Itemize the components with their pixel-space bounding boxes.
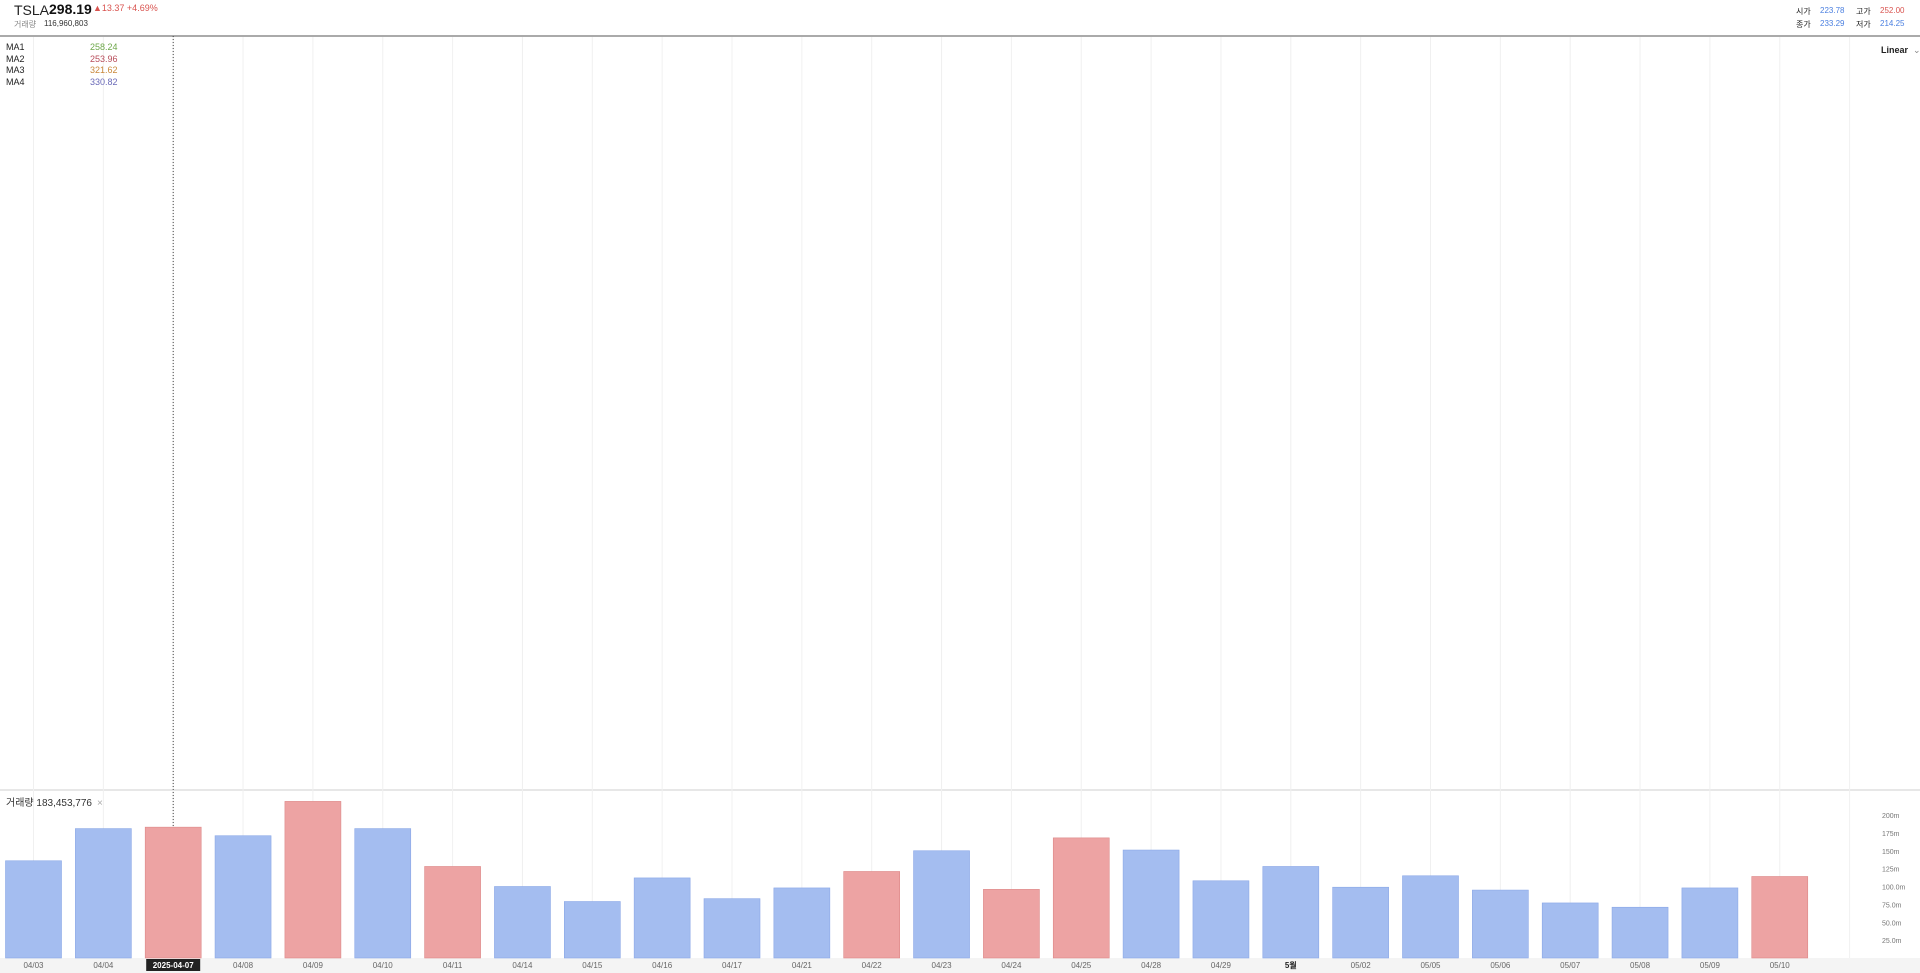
chevron-down-icon: ⌄ [1913,45,1920,55]
high-label: 고가 [1856,7,1871,16]
close-value: 233.29 [1820,19,1845,28]
x-tick-label: 04/28 [1141,961,1162,970]
volume-bar [284,801,342,959]
ma3-value: 321.62 [90,65,118,75]
scale-mode-label: Linear [1881,45,1909,55]
price-change: ▲13.37 +4.69% [93,3,158,13]
open-value: 223.78 [1820,6,1845,15]
volume-bar [5,860,62,959]
low-value: 214.25 [1880,19,1905,28]
x-tick-label: 04/16 [652,961,673,970]
volume-bar [1052,837,1110,959]
ma1-value: 258.24 [90,42,118,52]
volume-bar [75,828,132,959]
ma1-name: MA1 [6,42,25,52]
volume-tick-label: 50.0m [1882,920,1902,927]
x-tick-label: 05/10 [1770,961,1791,970]
volume-bar [1192,880,1250,959]
volume-bar [1122,849,1180,959]
x-tick-label: 04/03 [23,961,44,970]
x-tick-label: 04/17 [722,961,743,970]
ma4-row[interactable]: MA4 330.82 [6,77,126,89]
ma4-value: 330.82 [90,76,118,87]
volume-pane-title: 거래량 183,453,776 [6,798,92,809]
volume-bar [144,826,202,959]
volume-tick-label: 75.0m [1882,902,1902,909]
volume-bar [563,901,621,959]
volume-bar [1472,889,1529,959]
x-tick-label: 04/25 [1071,961,1092,970]
x-tick-label: 04/29 [1211,961,1232,970]
volume-bar [1402,875,1459,959]
volume-bar [1611,906,1669,959]
volume-bar [494,886,551,959]
ma3-name: MA3 [6,65,25,75]
ticker-symbol: TSLA [14,2,50,18]
volume-bar [354,828,412,959]
x-tick-label: 04/04 [93,961,114,970]
open-label: 시가 [1796,7,1811,16]
crosshair-date-tag [146,959,201,971]
ma3-row[interactable]: MA3 321.62 [6,65,126,77]
close-label: 종가 [1796,20,1811,29]
x-tick-label: 05/06 [1490,961,1511,970]
volume-bar [1541,902,1599,959]
ma2-value: 253.96 [90,53,118,64]
x-tick-label: 05/09 [1700,961,1721,970]
x-tick-label: 04/08 [233,961,254,970]
volume-bar [773,887,831,959]
volume-bar [214,835,272,959]
x-tick-label: 05/07 [1560,961,1581,970]
volume-tick-label: 100.0m [1882,885,1906,892]
close-icon[interactable]: × [97,798,103,809]
volume-bar [843,871,901,959]
ma4-name: MA4 [6,76,25,87]
volume-tick-label: 175m [1882,831,1900,838]
volume-pane-label: 거래량 183,453,776 × [6,794,103,809]
chart-header: TSLA 298.19 ▲13.37 +4.69% 거래량 116,960,80… [0,0,1920,36]
x-tick-label: 04/10 [373,961,394,970]
volume-bar [1751,876,1809,959]
volume-tick-label: 125m [1882,867,1900,874]
ma1-row[interactable]: MA1 258.24 [6,42,126,54]
volume-tick-label: 150m [1882,849,1900,856]
x-tick-label: 04/24 [1001,961,1022,970]
crosshair-date-label: 2025-04-07 [153,961,194,970]
volume-label: 거래량 [14,20,37,29]
volume-bar [424,866,481,959]
volume-bar [983,889,1040,959]
volume-tick-label: 200m [1882,813,1900,820]
x-tick-label: 04/22 [862,961,883,970]
ma2-name: MA2 [6,53,25,64]
volume-bar [633,877,691,959]
x-tick-label: 05/05 [1420,961,1441,970]
x-tick-label: 04/09 [303,961,324,970]
ma2-row[interactable]: MA2 253.96 [6,54,126,66]
volume-value: 116,960,803 [44,19,88,28]
scale-mode-dropdown[interactable]: Linear ⌄ [1881,45,1920,56]
volume-bar [703,898,761,959]
date-axis-band [0,958,1920,973]
x-tick-label: 04/14 [512,961,533,970]
volume-tick-label: 25.0m [1882,938,1902,945]
volume-bar [1332,886,1389,959]
last-price: 298.19 [49,1,92,17]
low-label: 저가 [1856,20,1871,29]
x-tick-label: 05/08 [1630,961,1651,970]
volume-bar [913,850,970,959]
x-tick-label: 05/02 [1351,961,1372,970]
x-tick-label: 04/23 [932,961,953,970]
x-tick-label: 5월 [1285,960,1297,970]
high-value: 252.00 [1880,6,1905,15]
volume-bar [1681,887,1739,959]
ma-legend: MA1 258.24 MA2 253.96 MA3 321.62 MA4 330.82 [6,42,126,88]
volume-bar [1262,866,1320,959]
x-tick-label: 04/21 [792,961,813,970]
x-tick-label: 04/11 [443,961,463,970]
x-tick-label: 04/15 [582,961,603,970]
